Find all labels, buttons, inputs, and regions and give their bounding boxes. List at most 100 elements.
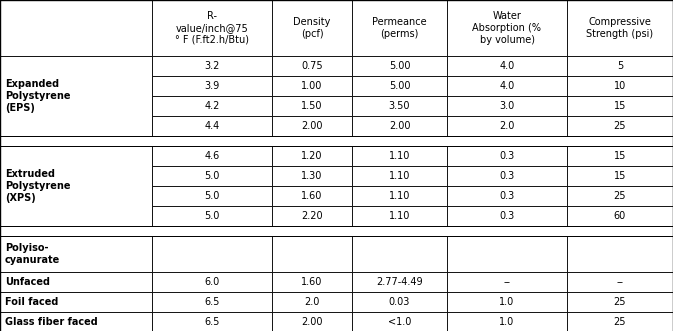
Text: 6.5: 6.5 (205, 297, 219, 307)
Bar (0, 236, 152, 272)
Text: Density
(pcf): Density (pcf) (293, 17, 330, 39)
Bar (567, 292, 673, 312)
Text: 5.0: 5.0 (205, 191, 219, 201)
Bar (352, 56, 447, 76)
Bar (447, 292, 567, 312)
Text: 1.0: 1.0 (499, 297, 515, 307)
Bar (272, 146, 352, 166)
Text: 25: 25 (614, 297, 627, 307)
Text: Compressive
Strength (psi): Compressive Strength (psi) (586, 17, 653, 39)
Bar (152, 292, 272, 312)
Text: 2.20: 2.20 (302, 211, 323, 221)
Bar (0, 116, 152, 136)
Text: 4.0: 4.0 (499, 81, 515, 91)
Bar (0, 226, 152, 236)
Text: 0.3: 0.3 (499, 211, 515, 221)
Bar (567, 236, 673, 272)
Text: 0.75: 0.75 (302, 61, 323, 71)
Text: 1.60: 1.60 (302, 191, 322, 201)
Bar (567, 146, 673, 166)
Text: 1.20: 1.20 (302, 151, 323, 161)
Text: 3.9: 3.9 (205, 81, 219, 91)
Bar (272, 236, 352, 272)
Text: 4.6: 4.6 (205, 151, 219, 161)
Bar (152, 0, 272, 56)
Bar (272, 116, 352, 136)
Bar (567, 272, 673, 292)
Text: 60: 60 (614, 211, 626, 221)
Bar (352, 96, 447, 116)
Text: <1.0: <1.0 (388, 317, 411, 327)
Bar (272, 166, 352, 186)
Text: 5.00: 5.00 (389, 81, 411, 91)
Text: 5: 5 (617, 61, 623, 71)
Bar (0, 56, 152, 136)
Bar (0, 166, 152, 186)
Bar (152, 96, 272, 116)
Bar (0, 236, 152, 272)
Text: 6.5: 6.5 (205, 317, 219, 327)
Bar (0, 136, 152, 146)
Text: Unfaced: Unfaced (5, 277, 50, 287)
Bar (447, 236, 567, 272)
Text: 4.0: 4.0 (499, 61, 515, 71)
Bar (447, 0, 567, 56)
Bar (352, 166, 447, 186)
Bar (567, 312, 673, 331)
Bar (352, 226, 447, 236)
Text: 1.0: 1.0 (499, 317, 515, 327)
Bar (447, 96, 567, 116)
Text: R-
value/inch@75
° F (F.ft2.h/Btu): R- value/inch@75 ° F (F.ft2.h/Btu) (175, 11, 249, 45)
Bar (272, 186, 352, 206)
Text: 4.4: 4.4 (205, 121, 219, 131)
Text: 0.3: 0.3 (499, 171, 515, 181)
Bar (0, 76, 152, 96)
Bar (567, 206, 673, 226)
Bar (0, 136, 673, 146)
Text: 15: 15 (614, 151, 626, 161)
Bar (272, 76, 352, 96)
Bar (0, 226, 673, 236)
Text: 5.0: 5.0 (205, 171, 219, 181)
Bar (567, 96, 673, 116)
Text: 3.0: 3.0 (499, 101, 515, 111)
Bar (0, 186, 152, 206)
Text: Permeance
(perms): Permeance (perms) (372, 17, 427, 39)
Bar (447, 146, 567, 166)
Text: 15: 15 (614, 101, 626, 111)
Bar (352, 136, 447, 146)
Text: 25: 25 (614, 121, 627, 131)
Bar (0, 272, 152, 292)
Bar (0, 146, 152, 166)
Bar (0, 56, 152, 76)
Text: 1.50: 1.50 (302, 101, 323, 111)
Bar (447, 76, 567, 96)
Text: 2.00: 2.00 (389, 121, 411, 131)
Bar (447, 206, 567, 226)
Bar (0, 292, 152, 312)
Bar (0, 292, 152, 312)
Bar (272, 292, 352, 312)
Text: 2.0: 2.0 (304, 297, 320, 307)
Bar (0, 206, 152, 226)
Bar (567, 136, 673, 146)
Bar (447, 186, 567, 206)
Text: 2.00: 2.00 (302, 121, 323, 131)
Bar (447, 312, 567, 331)
Bar (152, 56, 272, 76)
Bar (272, 56, 352, 76)
Text: 25: 25 (614, 317, 627, 327)
Bar (447, 166, 567, 186)
Text: Water
Absorption (%
by volume): Water Absorption (% by volume) (472, 11, 542, 45)
Text: Glass fiber faced: Glass fiber faced (5, 317, 98, 327)
Bar (152, 206, 272, 226)
Bar (0, 272, 152, 292)
Bar (152, 226, 272, 236)
Bar (272, 272, 352, 292)
Bar (567, 116, 673, 136)
Bar (447, 116, 567, 136)
Text: 1.00: 1.00 (302, 81, 322, 91)
Bar (0, 146, 152, 226)
Bar (352, 76, 447, 96)
Bar (152, 236, 272, 272)
